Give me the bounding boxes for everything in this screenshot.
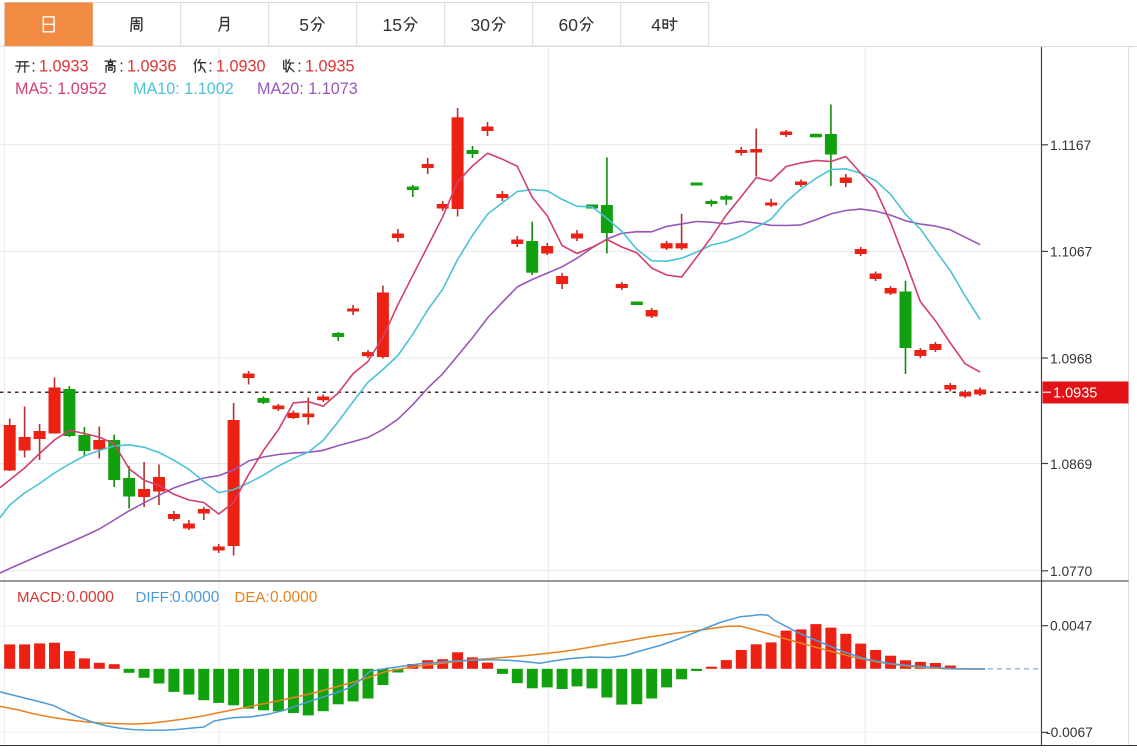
svg-text::: : bbox=[119, 58, 124, 76]
svg-text::: : bbox=[208, 58, 213, 76]
svg-text:60: 60 bbox=[559, 15, 579, 35]
svg-text:0.0047: 0.0047 bbox=[1050, 619, 1092, 634]
svg-text:1.1167: 1.1167 bbox=[1050, 138, 1091, 153]
svg-text:1.0935: 1.0935 bbox=[1053, 386, 1097, 402]
svg-text:30: 30 bbox=[471, 15, 491, 35]
svg-text:1.0933: 1.0933 bbox=[39, 58, 89, 76]
svg-text:1.0968: 1.0968 bbox=[1050, 351, 1093, 366]
svg-text:MA10: 1.1002: MA10: 1.1002 bbox=[133, 80, 234, 98]
svg-text:1.0869: 1.0869 bbox=[1050, 457, 1093, 472]
svg-text:1.0935: 1.0935 bbox=[305, 58, 355, 76]
svg-text:1.0936: 1.0936 bbox=[127, 58, 177, 76]
svg-text:1.1067: 1.1067 bbox=[1050, 245, 1092, 260]
svg-text:1.0930: 1.0930 bbox=[216, 58, 266, 76]
svg-text:1.0770: 1.0770 bbox=[1050, 564, 1093, 579]
svg-text:0.0000: 0.0000 bbox=[172, 589, 220, 606]
svg-text:MACD:: MACD: bbox=[17, 589, 65, 606]
svg-text:MA5: 1.0952: MA5: 1.0952 bbox=[15, 80, 107, 98]
svg-text:0.0000: 0.0000 bbox=[67, 589, 115, 606]
svg-text:15: 15 bbox=[383, 15, 402, 35]
svg-text::: : bbox=[297, 58, 302, 76]
svg-text:-0.0067: -0.0067 bbox=[1046, 725, 1093, 740]
svg-text:5: 5 bbox=[299, 15, 309, 35]
svg-text::: : bbox=[31, 58, 36, 76]
svg-text:MA20: 1.1073: MA20: 1.1073 bbox=[257, 80, 358, 98]
svg-text:0.0000: 0.0000 bbox=[270, 589, 318, 606]
svg-text:4: 4 bbox=[651, 15, 661, 35]
svg-text:DIFF:: DIFF: bbox=[136, 589, 174, 606]
svg-text:DEA:: DEA: bbox=[235, 589, 270, 606]
